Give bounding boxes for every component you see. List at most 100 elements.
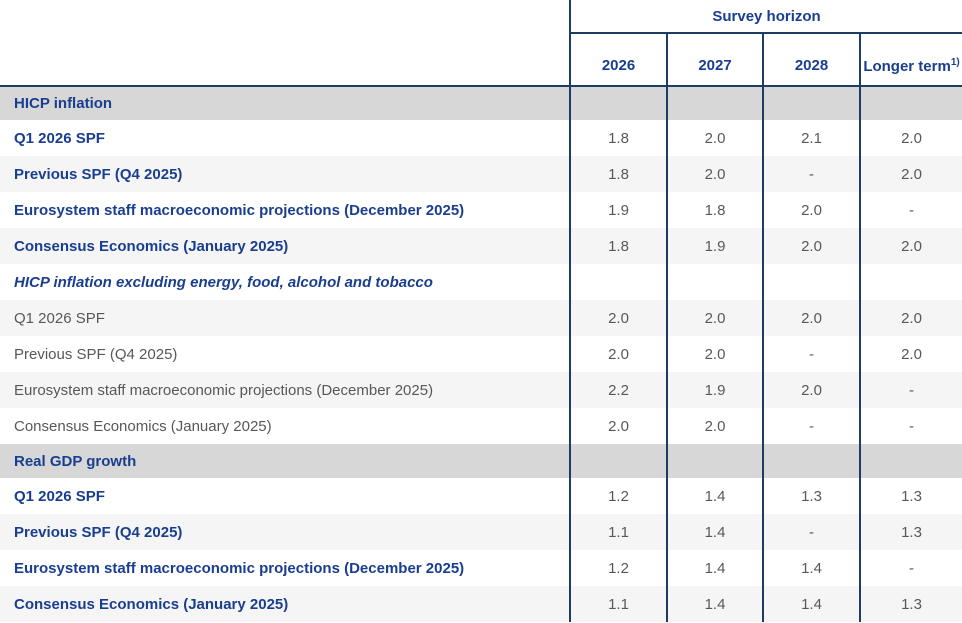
cell-longer-term: 2.0 — [858, 300, 962, 336]
longer-term-label: Longer term — [863, 58, 951, 76]
empty-cell — [858, 86, 962, 120]
empty-cell — [762, 264, 860, 300]
empty-cell — [569, 264, 667, 300]
row-label: Eurosystem staff macroeconomic projectio… — [0, 192, 570, 228]
row-label: Previous SPF (Q4 2025) — [0, 514, 570, 550]
row-label: Previous SPF (Q4 2025) — [0, 336, 570, 372]
empty-cell — [569, 444, 667, 478]
cell-longer-term: 2.0 — [858, 228, 962, 264]
cell-2027: 2.0 — [666, 156, 763, 192]
cell-2026: 1.1 — [569, 514, 667, 550]
table-row: Eurosystem staff macroeconomic projectio… — [0, 192, 962, 228]
column-header-2027: 2027 — [666, 33, 763, 87]
cell-2028: 2.1 — [762, 120, 860, 156]
cell-2028: 2.0 — [762, 192, 860, 228]
cell-2027: 1.4 — [666, 586, 763, 622]
empty-cell — [762, 444, 860, 478]
table-row: Consensus Economics (January 2025) 2.0 2… — [0, 408, 962, 444]
section-header-hicp-inflation: HICP inflation — [0, 86, 962, 120]
cell-2028: 1.4 — [762, 550, 860, 586]
row-label: Q1 2026 SPF — [0, 300, 570, 336]
section-header-real-gdp-growth: Real GDP growth — [0, 444, 962, 478]
table-row: Previous SPF (Q4 2025) 1.1 1.4 - 1.3 — [0, 514, 962, 550]
cell-2026: 2.0 — [569, 300, 667, 336]
row-label: Consensus Economics (January 2025) — [0, 228, 570, 264]
cell-longer-term: - — [858, 408, 962, 444]
column-header-2028: 2028 — [762, 33, 860, 87]
cell-2026: 1.8 — [569, 156, 667, 192]
cell-longer-term: 1.3 — [858, 478, 962, 514]
section-header-hicp-core: HICP inflation excluding energy, food, a… — [0, 264, 962, 300]
cell-2028: - — [762, 408, 860, 444]
cell-2028: - — [762, 336, 860, 372]
row-label: Consensus Economics (January 2025) — [0, 586, 570, 622]
column-header-longer-term: Longer term1) — [858, 33, 962, 87]
section-title: Real GDP growth — [0, 444, 570, 478]
cell-2028: - — [762, 156, 860, 192]
cell-2028: 2.0 — [762, 228, 860, 264]
cell-2026: 1.1 — [569, 586, 667, 622]
header-corner-cell — [0, 0, 570, 33]
cell-2028: 1.3 — [762, 478, 860, 514]
cell-2027: 2.0 — [666, 336, 763, 372]
cell-longer-term: - — [858, 550, 962, 586]
cell-longer-term: - — [858, 192, 962, 228]
empty-cell — [762, 86, 860, 120]
empty-cell — [666, 444, 763, 478]
cell-2026: 1.8 — [569, 120, 667, 156]
table-row: Consensus Economics (January 2025) 1.8 1… — [0, 228, 962, 264]
cell-longer-term: - — [858, 372, 962, 408]
row-label: Consensus Economics (January 2025) — [0, 408, 570, 444]
cell-2027: 1.4 — [666, 550, 763, 586]
cell-2026: 1.2 — [569, 478, 667, 514]
cell-2027: 2.0 — [666, 408, 763, 444]
cell-2027: 1.4 — [666, 514, 763, 550]
cell-longer-term: 1.3 — [858, 586, 962, 622]
row-label: Eurosystem staff macroeconomic projectio… — [0, 372, 570, 408]
cell-2027: 2.0 — [666, 300, 763, 336]
section-title: HICP inflation — [0, 86, 570, 120]
cell-2027: 2.0 — [666, 120, 763, 156]
cell-longer-term: 2.0 — [858, 120, 962, 156]
footnote-marker: 1) — [950, 57, 960, 69]
empty-cell — [858, 444, 962, 478]
row-label: Q1 2026 SPF — [0, 478, 570, 514]
empty-cell — [666, 264, 763, 300]
cell-2026: 1.8 — [569, 228, 667, 264]
header-corner-cell — [0, 33, 570, 87]
cell-2027: 1.9 — [666, 372, 763, 408]
cell-longer-term: 2.0 — [858, 156, 962, 192]
cell-2027: 1.4 — [666, 478, 763, 514]
empty-cell — [666, 86, 763, 120]
cell-2027: 1.9 — [666, 228, 763, 264]
survey-horizon-header: Survey horizon — [568, 0, 962, 34]
row-label: Q1 2026 SPF — [0, 120, 570, 156]
section-title: HICP inflation excluding energy, food, a… — [0, 264, 570, 300]
table-row: Eurosystem staff macroeconomic projectio… — [0, 550, 962, 586]
column-header-2026: 2026 — [569, 33, 667, 87]
table-row: Q1 2026 SPF 1.8 2.0 2.1 2.0 — [0, 120, 962, 156]
empty-cell — [569, 86, 667, 120]
table-row: Previous SPF (Q4 2025) 2.0 2.0 - 2.0 — [0, 336, 962, 372]
cell-2026: 1.2 — [569, 550, 667, 586]
cell-2028: 2.0 — [762, 372, 860, 408]
cell-2026: 1.9 — [569, 192, 667, 228]
empty-cell — [858, 264, 962, 300]
table-row: Eurosystem staff macroeconomic projectio… — [0, 372, 962, 408]
table-row: Q1 2026 SPF 1.2 1.4 1.3 1.3 — [0, 478, 962, 514]
row-label: Previous SPF (Q4 2025) — [0, 156, 570, 192]
cell-2027: 1.8 — [666, 192, 763, 228]
cell-longer-term: 1.3 — [858, 514, 962, 550]
table-row: Consensus Economics (January 2025) 1.1 1… — [0, 586, 962, 622]
table-header-group-row: Survey horizon — [0, 0, 962, 34]
cell-2026: 2.0 — [569, 336, 667, 372]
cell-2028: 1.4 — [762, 586, 860, 622]
cell-2026: 2.0 — [569, 408, 667, 444]
cell-2028: - — [762, 514, 860, 550]
table-row: Q1 2026 SPF 2.0 2.0 2.0 2.0 — [0, 300, 962, 336]
row-label: Eurosystem staff macroeconomic projectio… — [0, 550, 570, 586]
table-header-columns-row: 2026 2027 2028 Longer term1) — [0, 33, 962, 87]
table-row: Previous SPF (Q4 2025) 1.8 2.0 - 2.0 — [0, 156, 962, 192]
cell-2026: 2.2 — [569, 372, 667, 408]
